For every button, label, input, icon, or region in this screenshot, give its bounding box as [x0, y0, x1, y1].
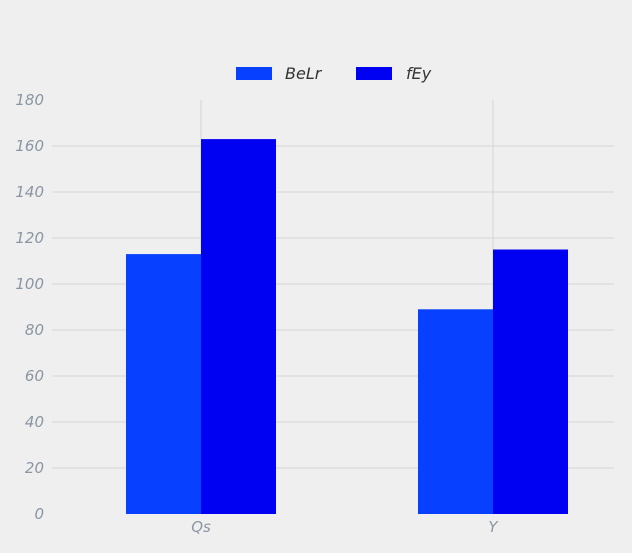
y-tick-label: 80: [25, 321, 44, 339]
legend-label-fEy: fEy: [406, 64, 432, 83]
bar-BeLr-Qs: [126, 254, 201, 514]
bar-fEy-Y: [493, 249, 568, 514]
legend-swatch-fEy: [356, 67, 392, 80]
y-tick-label: 20: [25, 459, 44, 477]
legend-swatch-BeLr: [236, 67, 272, 80]
y-tick-label: 0: [34, 505, 44, 523]
y-tick-label: 60: [25, 367, 44, 385]
bars: [126, 139, 568, 514]
y-tick-label: 160: [15, 137, 44, 155]
x-tick-label: Y: [488, 518, 499, 536]
bar-BeLr-Y: [418, 309, 493, 514]
y-tick-label: 40: [25, 413, 44, 431]
x-tick-label: Qs: [191, 518, 211, 536]
bar-fEy-Qs: [201, 139, 276, 514]
y-tick-label: 120: [15, 229, 44, 247]
legend-label-BeLr: BeLr: [285, 64, 323, 83]
x-axis-ticks: Qs Y: [191, 518, 499, 536]
y-tick-label: 140: [15, 183, 44, 201]
y-axis-ticks: 0 20 40 60 80 100 120 140 160 180: [15, 91, 44, 523]
y-tick-label: 180: [15, 91, 44, 109]
y-tick-label: 100: [15, 275, 44, 293]
legend: BeLr fEy: [236, 64, 432, 83]
